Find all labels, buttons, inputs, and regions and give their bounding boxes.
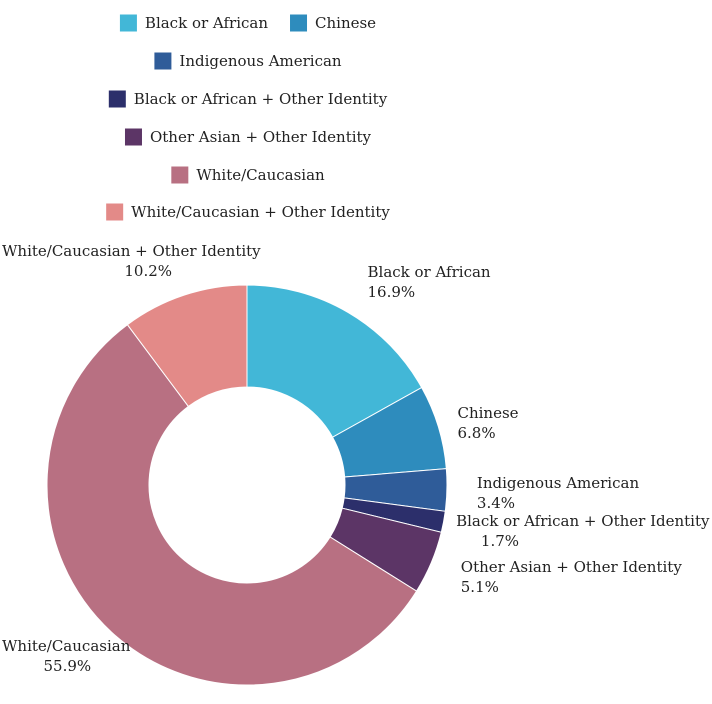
slice-labels: Black or African 16.9% Chinese 6.8% Indigeno…	[2, 242, 710, 675]
legend-label: Chinese	[315, 14, 376, 32]
slice-label-other-asian-other-identity: Other Asian + Other Identity 5.1%	[461, 558, 683, 596]
donut-slices	[46, 284, 448, 686]
slice-label-value: 6.8%	[457, 424, 495, 442]
legend-swatch	[124, 128, 142, 146]
legend-swatch	[106, 203, 124, 221]
legend-label: White/Caucasian	[196, 166, 325, 184]
legend-item-chinese: Chinese	[290, 14, 376, 32]
legend-item-indigenous-american: Indigenous American	[154, 52, 342, 70]
slice-label-name: Indigenous American	[477, 474, 640, 492]
slice-label-name: Other Asian + Other Identity	[461, 558, 683, 576]
legend-label: White/Caucasian + Other Identity	[131, 203, 390, 221]
legend-swatch	[154, 52, 172, 70]
legend-item-other-asian-other-identity: Other Asian + Other Identity	[124, 128, 372, 146]
slice-label-name: Black or African	[368, 263, 491, 281]
legend-label: Indigenous American	[179, 52, 342, 70]
slice-label-value: 3.4%	[477, 494, 515, 512]
slice-label-value: 1.7%	[481, 532, 519, 550]
slice-label-chinese: Chinese 6.8%	[457, 404, 518, 442]
legend-item-black-or-african-other-identity: Black or African + Other Identity	[108, 90, 388, 108]
slice-label-name: Chinese	[457, 404, 518, 422]
slice-label-name: Black or African + Other Identity	[456, 512, 710, 530]
slice-label-value: 55.9%	[43, 657, 91, 675]
slice-label-white-caucasian-other-identity: White/Caucasian + Other Identity 10.2%	[2, 242, 261, 280]
legend-swatch	[108, 90, 126, 108]
slice-label-value: 16.9%	[368, 283, 416, 301]
slice-black-or-african	[246, 284, 423, 438]
legend-label: Black or African	[145, 14, 268, 32]
legend-label: Black or African + Other Identity	[134, 90, 388, 108]
legend: Black or African Chinese Indigenous Americ…	[106, 14, 390, 221]
slice-white-caucasian	[46, 323, 418, 686]
slice-label-black-or-african-other-identity: Black or African + Other Identity 1.7%	[456, 512, 710, 550]
slice-label-indigenous-american: Indigenous American 3.4%	[477, 474, 640, 512]
slice-label-value: 5.1%	[461, 578, 499, 596]
legend-swatch	[290, 14, 308, 32]
legend-swatch	[119, 14, 137, 32]
legend-swatch	[171, 166, 189, 184]
legend-item-white-caucasian: White/Caucasian	[171, 166, 325, 184]
legend-label: Other Asian + Other Identity	[150, 128, 372, 146]
slice-white-caucasian-other-identity	[126, 284, 248, 408]
slice-label-value: 10.2%	[124, 262, 172, 280]
slice-label-name: White/Caucasian + Other Identity	[2, 242, 261, 260]
slice-label-name: White/Caucasian	[2, 637, 131, 655]
legend-item-white-caucasian-other-identity: White/Caucasian + Other Identity	[106, 203, 390, 221]
legend-item-black-or-african: Black or African	[119, 14, 268, 32]
slice-label-white-caucasian: White/Caucasian 55.9%	[2, 637, 131, 675]
slice-label-black-or-african: Black or African 16.9%	[368, 263, 491, 301]
